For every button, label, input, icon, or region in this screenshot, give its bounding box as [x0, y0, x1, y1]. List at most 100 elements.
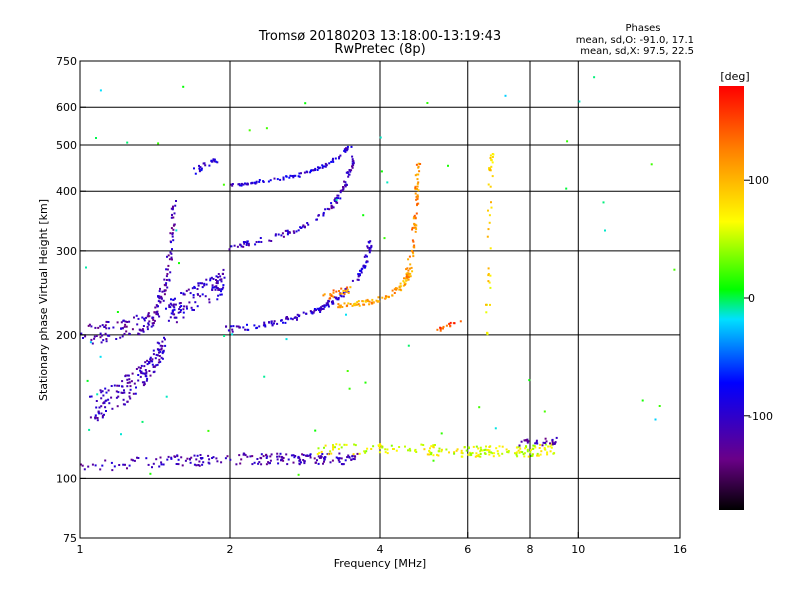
data-point [287, 231, 290, 234]
data-point [351, 165, 353, 168]
data-point [101, 414, 104, 417]
data-point [518, 451, 521, 454]
data-point [231, 183, 234, 185]
data-point [207, 454, 210, 457]
data-point [362, 214, 365, 217]
data-point [525, 445, 528, 448]
data-point [372, 445, 375, 448]
data-point [544, 442, 547, 444]
data-point [347, 302, 350, 305]
data-point [172, 216, 175, 219]
data-point [183, 305, 186, 308]
data-point [527, 440, 530, 443]
data-point [370, 448, 373, 450]
data-point [163, 278, 166, 281]
data-point [371, 298, 374, 301]
data-point [175, 463, 178, 465]
data-point [98, 406, 101, 409]
data-point [256, 458, 259, 460]
data-point [121, 380, 124, 383]
data-point [315, 218, 318, 221]
data-point [267, 461, 270, 464]
data-point [357, 273, 360, 276]
data-point [123, 332, 126, 335]
data-point [338, 457, 341, 460]
data-point [345, 149, 348, 152]
data-point [284, 229, 287, 232]
data-point [158, 315, 161, 318]
data-point [238, 183, 241, 186]
data-point [247, 242, 250, 245]
data-point [338, 290, 340, 292]
data-point [490, 158, 493, 161]
data-point [285, 453, 288, 456]
data-point [372, 301, 375, 304]
data-point [491, 452, 494, 455]
data-point [530, 455, 533, 457]
data-point [99, 389, 102, 392]
data-point [276, 178, 279, 181]
data-point [279, 178, 282, 181]
data-point [258, 180, 261, 183]
data-point [212, 286, 215, 289]
data-point [159, 287, 161, 290]
data-point [474, 455, 477, 458]
data-point [192, 294, 195, 296]
data-point [491, 175, 494, 178]
data-point [145, 379, 148, 382]
data-point [199, 295, 202, 298]
data-point [128, 391, 131, 394]
data-point [391, 294, 394, 297]
data-point [399, 288, 402, 291]
data-point [123, 391, 126, 394]
data-point [146, 328, 149, 331]
data-point [475, 452, 478, 455]
data-point [200, 169, 203, 172]
data-point [339, 154, 342, 157]
data-point [310, 311, 313, 314]
data-point [143, 319, 146, 322]
data-point [146, 359, 149, 362]
data-point [191, 287, 194, 290]
data-point [449, 321, 452, 324]
data-point [152, 462, 155, 465]
data-point [409, 267, 411, 270]
data-point [128, 381, 131, 384]
data-point [489, 154, 492, 157]
data-point [140, 364, 143, 367]
data-point [309, 171, 312, 174]
data-point [302, 311, 305, 314]
data-point [147, 313, 150, 316]
data-point [294, 174, 297, 177]
data-point [152, 353, 155, 356]
data-point [488, 281, 491, 284]
x-tick-label: 6 [464, 543, 471, 556]
data-point [488, 451, 491, 453]
data-point [529, 451, 532, 454]
data-point [125, 325, 128, 328]
data-point [126, 381, 129, 384]
data-point [273, 322, 275, 325]
data-point [430, 451, 433, 454]
data-point [479, 455, 482, 458]
data-point [302, 454, 305, 456]
data-point [352, 303, 355, 306]
data-point [113, 384, 116, 387]
colorbar-gradient [719, 86, 744, 510]
data-point [366, 245, 369, 248]
data-point [546, 451, 549, 454]
data-point [238, 326, 241, 329]
data-point [317, 214, 320, 217]
data-point [417, 162, 420, 165]
data-point [207, 461, 210, 464]
data-point [222, 286, 225, 289]
data-point [339, 306, 342, 309]
data-point [93, 335, 96, 338]
data-point [216, 460, 219, 463]
data-point [440, 450, 443, 453]
data-point [486, 333, 489, 336]
data-point [303, 460, 306, 463]
data-point [102, 339, 105, 342]
data-point [165, 282, 168, 285]
data-point [179, 311, 182, 313]
